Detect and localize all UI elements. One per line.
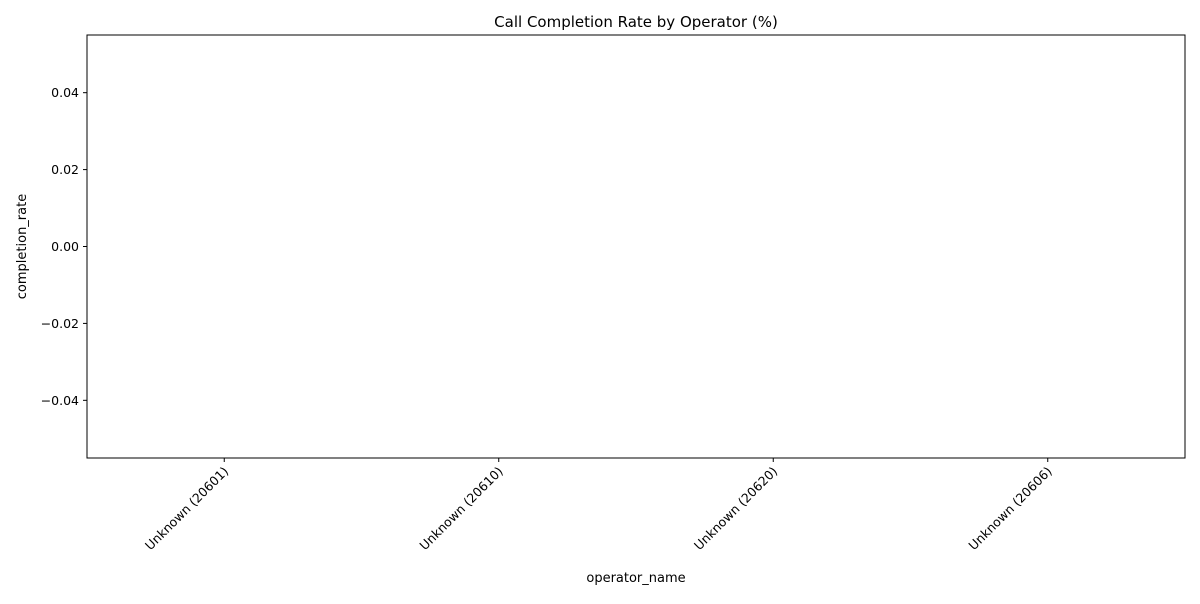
x-axis-ticks: Unknown (20601) Unknown (20610) Unknown (2… — [142, 458, 1055, 553]
x-tick-label: Unknown (20601) — [142, 464, 231, 553]
y-tick-label: 0.00 — [51, 239, 79, 254]
y-axis-label: completion_rate — [15, 194, 30, 299]
chart-title: Call Completion Rate by Operator (%) — [494, 13, 778, 31]
y-axis-ticks: −0.04 −0.02 0.00 0.02 0.04 — [41, 85, 87, 408]
x-tick-label: Unknown (20610) — [416, 464, 505, 553]
plot-frame — [86, 34, 1186, 459]
x-tick-label: Unknown (20620) — [691, 464, 780, 553]
y-tick-label: −0.04 — [41, 393, 79, 408]
y-tick-label: 0.02 — [51, 162, 79, 177]
y-tick-label: −0.02 — [41, 316, 79, 331]
x-tick-label: Unknown (20606) — [965, 464, 1054, 553]
y-tick-label: 0.04 — [51, 85, 79, 100]
x-axis-label: operator_name — [586, 571, 685, 586]
